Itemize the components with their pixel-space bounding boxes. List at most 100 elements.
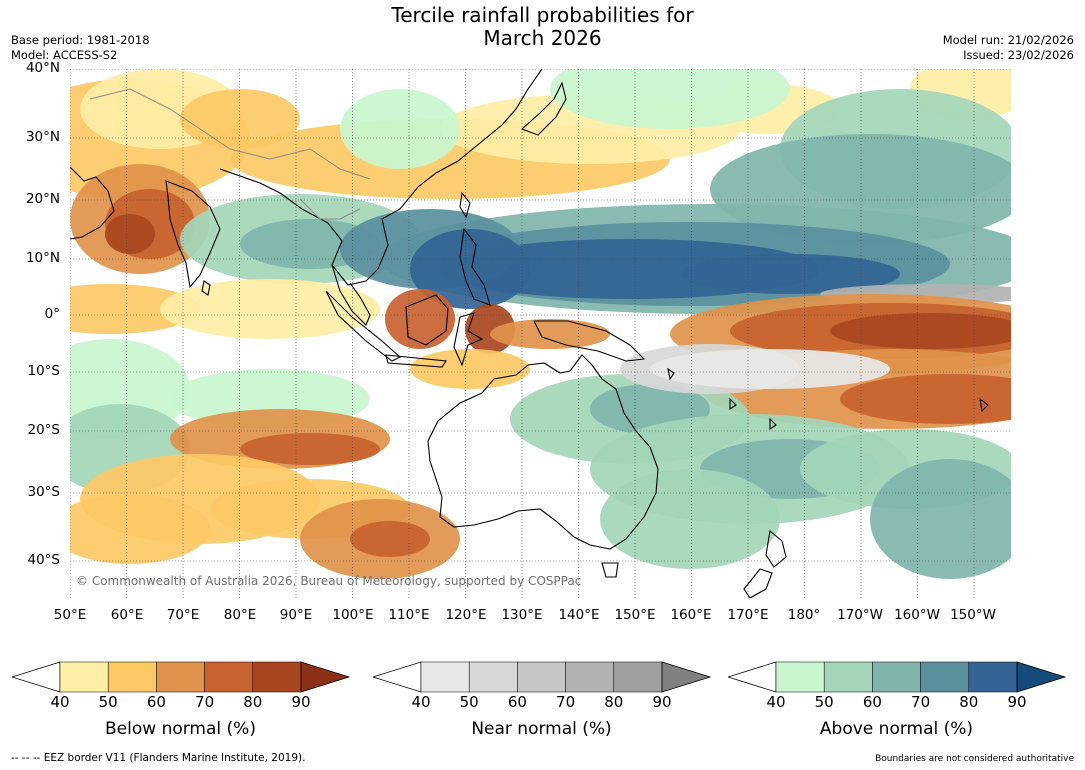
longitude-label: 160°W <box>894 607 940 623</box>
shading-patch <box>680 254 900 294</box>
longitude-label: 180° <box>787 607 821 623</box>
title-line-2: March 2026 <box>483 26 602 50</box>
shading-patch <box>840 374 1011 424</box>
latitude-label: 10°S <box>27 363 61 379</box>
latitude-label: 40°N <box>25 60 60 76</box>
colorbar-extend-low <box>373 661 422 693</box>
latitude-label: 20°S <box>27 422 61 438</box>
shading-patch <box>240 433 380 465</box>
colorbar-tick-label: 60 <box>507 693 527 711</box>
shading-patch <box>550 69 790 129</box>
colorbar-graphic <box>728 661 1067 693</box>
longitude-label: 170°W <box>837 607 883 623</box>
shading-patch <box>410 229 530 309</box>
longitude-label: 60°E <box>110 607 144 623</box>
shading-patch <box>490 319 610 349</box>
colorbar-tick-label: 50 <box>98 693 118 711</box>
colorbar-segment <box>468 661 518 693</box>
longitude-label: 80°E <box>223 607 257 623</box>
longitude-label: 100°E <box>332 607 374 623</box>
colorbar-tick-label: 60 <box>146 693 166 711</box>
colorbar-segment <box>517 661 566 693</box>
latitude-label: 20°N <box>25 191 60 207</box>
colorbar-tick-label: 50 <box>814 693 834 711</box>
eez-note: -- -- -- EEZ border V11 (Flanders Marine… <box>11 752 306 764</box>
colorbar-extend-low <box>12 661 61 693</box>
title-line-1: Tercile rainfall probabilities for <box>391 3 694 27</box>
colorbar-extend-low <box>728 661 777 693</box>
shading-patch <box>870 459 1011 579</box>
colorbar-segment <box>613 661 663 693</box>
shading-patch <box>650 349 890 389</box>
longitude-label: 120°E <box>445 607 487 623</box>
latitude-label: 40°S <box>27 552 61 568</box>
colorbar-tick-label: 70 <box>911 693 931 711</box>
longitude-label: 140°E <box>558 607 600 623</box>
colorbar-tick-label: 80 <box>243 693 263 711</box>
map-canvas <box>70 69 1011 598</box>
colorbar-segment <box>59 661 109 693</box>
longitude-label: 90°E <box>279 607 313 623</box>
map-title: Tercile rainfall probabilities for March… <box>0 4 1085 50</box>
colorbar-segment <box>565 661 615 693</box>
meta-left: Base period: 1981-2018 Model: ACCESS-S2 <box>11 33 150 63</box>
colorbar-tick-label: 70 <box>195 693 215 711</box>
colorbar-above-title: Above normal (%) <box>819 719 974 739</box>
shading-patch <box>385 289 455 349</box>
colorbar-tick-label: 80 <box>604 693 624 711</box>
issued-text: Issued: 23/02/2026 <box>963 48 1074 62</box>
colorbar-below-title: Below normal (%) <box>105 719 256 739</box>
colorbar-segment <box>775 661 825 693</box>
colorbar-segment <box>252 661 302 693</box>
probability-shading <box>70 69 1011 579</box>
latitude-label: 10°N <box>25 250 60 266</box>
colorbar-segment <box>107 661 157 693</box>
colorbar-graphic <box>373 661 712 693</box>
colorbar-tick-label: 50 <box>459 693 479 711</box>
shading-patch <box>105 214 155 254</box>
colorbar-segment <box>968 661 1018 693</box>
latitude-label: 0° <box>44 306 60 322</box>
copyright-text: © Commonwealth of Australia 2026, Bureau… <box>76 574 582 588</box>
model-text: Model: ACCESS-S2 <box>11 48 118 62</box>
longitude-label: 160°E <box>670 607 712 623</box>
colorbar-tick-label: 90 <box>652 693 672 711</box>
longitude-label: 150°E <box>614 607 656 623</box>
colorbar-segment <box>156 661 205 693</box>
model-run-text: Model run: 21/02/2026 <box>942 33 1074 47</box>
longitude-label: 130°E <box>501 607 543 623</box>
colorbar-tick-label: 70 <box>556 693 576 711</box>
colorbar-extend-high <box>300 661 351 693</box>
boundary-note: Boundaries are not considered authoritat… <box>875 754 1074 764</box>
colorbar-near-title: Near normal (%) <box>471 719 612 739</box>
base-period-text: Base period: 1981-2018 <box>11 33 150 47</box>
colorbar-tick-label: 40 <box>50 693 70 711</box>
colorbar-segment <box>920 661 970 693</box>
longitude-label: 110°E <box>388 607 430 623</box>
colorbar-extend-high <box>661 661 712 693</box>
shading-patch <box>340 89 460 169</box>
latitude-label: 30°S <box>27 484 61 500</box>
shading-patch <box>160 279 380 339</box>
shading-patch <box>600 469 780 569</box>
colorbar-segment <box>872 661 921 693</box>
colorbar-tick-label: 40 <box>766 693 786 711</box>
latitude-label: 30°N <box>25 129 60 145</box>
shading-patch <box>70 284 200 334</box>
colorbar-tick-label: 90 <box>291 693 311 711</box>
shading-patch <box>410 349 530 389</box>
colorbar-tick-label: 80 <box>959 693 979 711</box>
colorbar-segment <box>420 661 470 693</box>
shading-patch <box>350 521 430 557</box>
colorbar-segment <box>823 661 873 693</box>
longitude-label: 70°E <box>166 607 200 623</box>
country-borders <box>89 88 371 220</box>
colorbar-graphic <box>12 661 351 693</box>
longitude-label: 50°E <box>53 607 87 623</box>
colorbar-tick-label: 90 <box>1007 693 1027 711</box>
shading-patch <box>830 313 1011 349</box>
colorbar-segment <box>204 661 254 693</box>
shading-patch <box>180 89 300 149</box>
colorbar-extend-high <box>1016 661 1067 693</box>
graticule <box>70 69 1011 598</box>
